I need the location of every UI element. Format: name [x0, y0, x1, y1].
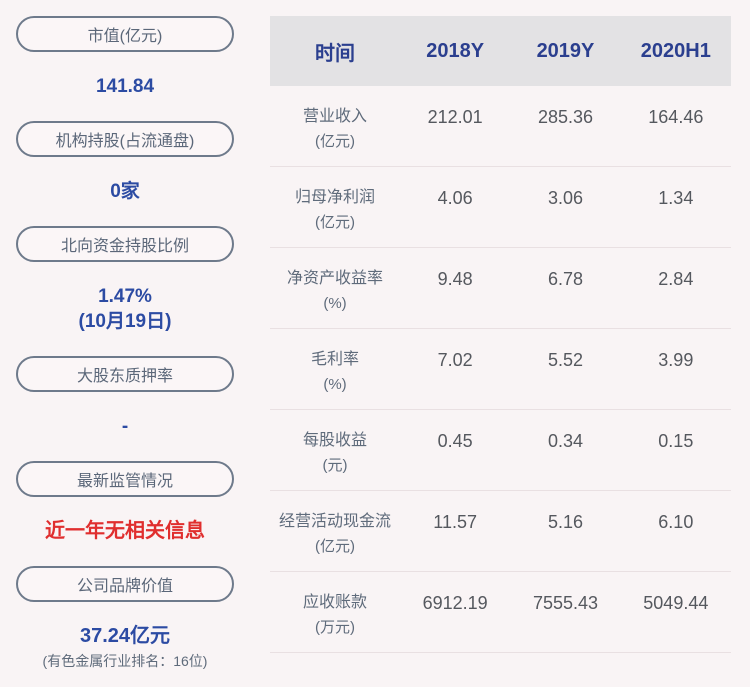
row-unit: (亿元)	[315, 133, 355, 150]
table-header-row: 时间 2018Y 2019Y 2020H1	[270, 16, 731, 86]
financial-table: 时间 2018Y 2019Y 2020H1 营业收入 (亿元) 212.01 2…	[270, 16, 731, 653]
cell-value: 6912.19	[422, 593, 488, 613]
cell-value: 0.45	[437, 431, 473, 451]
pill-major-shareholder-pledge[interactable]: 大股东质押率	[16, 356, 234, 392]
table-row: 净资产收益率 (%) 9.48 6.78 2.84	[270, 248, 731, 329]
row-unit: (%)	[323, 376, 347, 393]
cell-value: 212.01	[427, 107, 483, 127]
cell-value: 3.99	[658, 350, 694, 370]
pill-institution-holding[interactable]: 机构持股(占流通盘)	[16, 121, 234, 157]
cell-value: 2.84	[658, 269, 694, 289]
northbound-holding-date: (10月19日)	[78, 311, 172, 332]
cell-value: 5.16	[547, 512, 584, 532]
row-unit: (亿元)	[315, 538, 355, 555]
cell-value: 6.10	[658, 512, 694, 532]
table-row: 每股收益 (元) 0.45 0.34 0.15	[270, 410, 731, 491]
table-header-2020h1: 2020H1	[640, 39, 711, 62]
market-cap-value: 141.84	[95, 76, 155, 97]
cell-value: 164.46	[648, 107, 704, 127]
row-label: 净资产收益率	[286, 270, 383, 287]
cell-value: 1.34	[658, 188, 694, 208]
pill-market-cap[interactable]: 市值(亿元)	[16, 16, 234, 52]
cell-value: 11.57	[433, 512, 478, 532]
cell-value: 7.02	[437, 350, 473, 370]
brand-value-rank: (有色金属行业排名：16位)	[42, 653, 208, 669]
institution-holding-value: 0家	[110, 181, 140, 202]
major-shareholder-pledge-value: -	[121, 416, 129, 437]
table-header-time: 时间	[315, 42, 355, 65]
table-row: 归母净利润 (亿元) 4.06 3.06 1.34	[270, 167, 731, 248]
row-label: 归母净利润	[294, 189, 375, 206]
cell-value: 0.15	[658, 431, 694, 451]
table-row: 经营活动现金流 (亿元) 11.57 5.16 6.10	[270, 491, 731, 572]
row-unit: (元)	[322, 457, 348, 474]
row-label: 经营活动现金流	[278, 513, 391, 530]
row-unit: (万元)	[315, 619, 355, 636]
cell-value: 5049.44	[643, 593, 709, 613]
pill-northbound-holding[interactable]: 北向资金持股比例	[16, 226, 234, 262]
pill-brand-value[interactable]: 公司品牌价值	[16, 566, 234, 602]
cell-value: 6.78	[547, 269, 584, 289]
table-header-2018: 2018Y	[426, 39, 485, 62]
latest-supervision-value: 近一年无相关信息	[45, 520, 205, 542]
pill-latest-supervision[interactable]: 最新监管情况	[16, 461, 234, 497]
cell-value: 4.06	[437, 188, 473, 208]
brand-value-amount: 37.24亿元	[79, 625, 171, 647]
row-unit: (%)	[323, 295, 347, 312]
table-row: 毛利率 (%) 7.02 5.52 3.99	[270, 329, 731, 410]
cell-value: 7555.43	[532, 593, 599, 613]
table-header-2019: 2019Y	[536, 39, 595, 62]
northbound-holding-percent: 1.47%	[98, 286, 152, 307]
cell-value: 0.34	[547, 431, 584, 451]
row-label: 应收账款	[302, 594, 367, 611]
row-label: 每股收益	[302, 432, 367, 449]
northbound-holding-value: 1.47% (10月19日)	[79, 284, 172, 334]
cell-value: 3.06	[547, 188, 584, 208]
cell-value: 5.52	[547, 350, 584, 370]
cell-value: 9.48	[437, 269, 473, 289]
cell-value: 285.36	[537, 107, 594, 127]
row-unit: (亿元)	[315, 214, 355, 231]
metrics-sidebar: 市值(亿元) 141.84 机构持股(占流通盘) 0家 北向资金持股比例 1.4…	[16, 16, 234, 687]
row-label: 营业收入	[302, 108, 367, 125]
table-row: 应收账款 (万元) 6912.19 7555.43 5049.44	[270, 572, 731, 653]
table-row: 营业收入 (亿元) 212.01 285.36 164.46	[270, 86, 731, 167]
row-label: 毛利率	[310, 351, 359, 368]
